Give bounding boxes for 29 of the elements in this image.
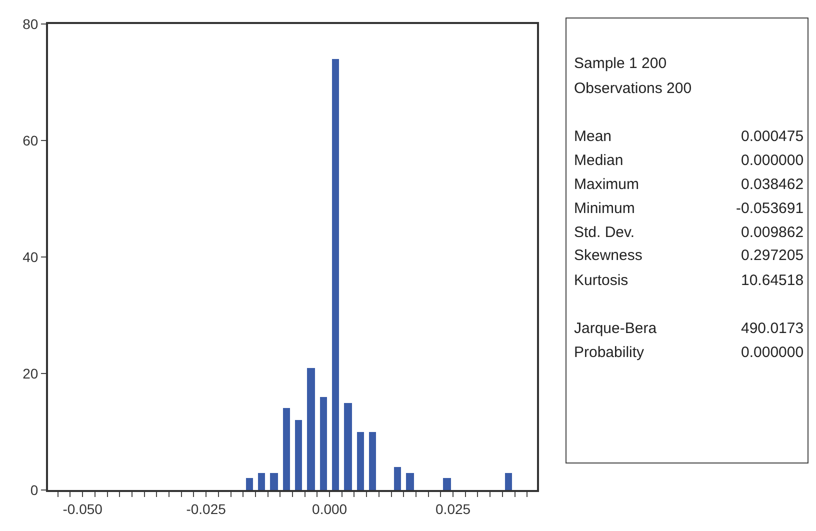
text: Sample 1 200	[574, 55, 667, 72]
text: Probability	[574, 344, 645, 361]
text: Median	[574, 152, 624, 169]
text: Skewness	[574, 247, 642, 264]
y-tick-label: 0	[30, 482, 38, 498]
text: 490.0173	[741, 320, 804, 337]
text: Maximum	[574, 176, 640, 193]
text: 0.297205	[741, 247, 804, 264]
text: Std. Dev.	[574, 224, 635, 241]
text: 10.64518	[741, 272, 804, 289]
y-tick-label: 80	[22, 16, 38, 32]
text: 0.038462	[741, 176, 804, 193]
text: Mean	[574, 128, 612, 145]
y-tick-label: 20	[22, 365, 38, 382]
text: 0.000000	[741, 344, 804, 361]
text: 0.009862	[741, 224, 804, 241]
text: Jarque-Bera	[574, 320, 658, 337]
text: Minimum	[574, 200, 635, 217]
x-tick-label: 0.000	[312, 500, 348, 517]
x-tick-label: 0.025	[436, 500, 471, 517]
text: Observations 200	[574, 80, 692, 97]
y-tick-label: 60	[22, 132, 38, 148]
x-tick-label: -0.050	[62, 500, 103, 517]
text: -0.053691	[736, 200, 804, 217]
text: Kurtosis	[574, 272, 628, 289]
y-tick-label: 40	[22, 248, 38, 265]
text: 0.000000	[741, 152, 804, 169]
text: 0.000475	[741, 128, 804, 145]
x-tick-label: -0.025	[186, 500, 226, 517]
